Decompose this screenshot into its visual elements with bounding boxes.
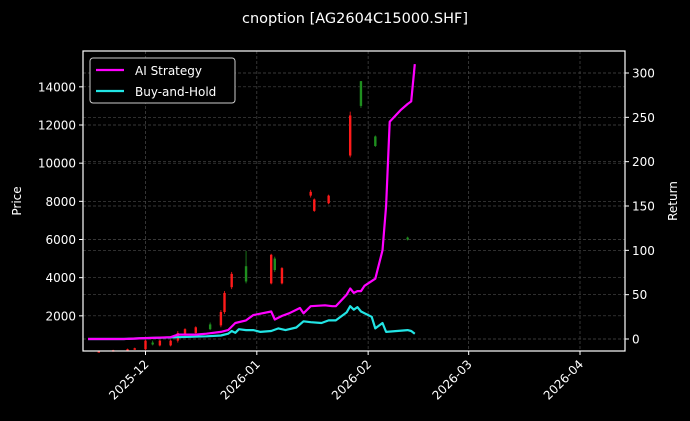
y-tick-label-right: 300 bbox=[632, 67, 655, 81]
y-tick-label-left: 6000 bbox=[45, 233, 76, 247]
candle bbox=[230, 273, 233, 288]
candle bbox=[273, 258, 276, 271]
candle bbox=[348, 115, 352, 156]
candle bbox=[309, 191, 312, 196]
x-tick-label: 2026-03 bbox=[429, 357, 474, 402]
x-tick-label: 2026-04 bbox=[541, 357, 586, 402]
y-tick-label-left: 12000 bbox=[38, 119, 76, 133]
y-tick-label-right: 250 bbox=[632, 111, 655, 125]
candle bbox=[97, 351, 101, 353]
y-axis-right-label: Return bbox=[666, 181, 680, 221]
y-tick-label-right: 0 bbox=[632, 333, 640, 347]
y-tick-label-right: 100 bbox=[632, 244, 655, 258]
candle bbox=[406, 237, 409, 240]
y-tick-label-right: 50 bbox=[632, 288, 647, 302]
chart-title: cnoption [AG2604C15000.SHF] bbox=[242, 11, 468, 27]
legend-label-ai-strategy: AI Strategy bbox=[135, 64, 202, 78]
x-tick-label: 2026-01 bbox=[218, 357, 263, 402]
candle bbox=[194, 327, 197, 334]
y-tick-label-left: 14000 bbox=[38, 80, 76, 94]
candle bbox=[169, 340, 172, 346]
y-tick-label-left: 8000 bbox=[45, 195, 76, 209]
series-ai-strategy bbox=[88, 63, 416, 341]
candle bbox=[223, 292, 226, 313]
y-tick-label-left: 2000 bbox=[45, 309, 76, 323]
y-tick-label-left: 10000 bbox=[38, 157, 76, 171]
y-tick-label-right: 150 bbox=[632, 200, 655, 214]
y-axis-right: 0 50 100 150 200 250 300 bbox=[625, 67, 655, 347]
candle bbox=[126, 349, 129, 351]
legend-label-buy-and-hold: Buy-and-Hold bbox=[135, 85, 216, 99]
x-tick-label: 2026-02 bbox=[329, 357, 374, 402]
y-axis-left: 2000 4000 6000 8000 10000 12000 14000 bbox=[38, 80, 83, 323]
candle bbox=[269, 254, 273, 284]
candle bbox=[359, 81, 363, 106]
legend: AI Strategy Buy-and-Hold bbox=[89, 57, 236, 104]
candle bbox=[144, 340, 147, 350]
candle bbox=[327, 195, 330, 204]
series-buy-and-hold bbox=[88, 305, 416, 341]
candle bbox=[183, 329, 187, 335]
candle bbox=[374, 136, 377, 146]
y-tick-label-right: 200 bbox=[632, 155, 655, 169]
legend-box bbox=[89, 57, 236, 104]
candle bbox=[219, 312, 223, 326]
x-tick-label: 2025-12 bbox=[106, 357, 151, 402]
y-tick-label-left: 4000 bbox=[45, 271, 76, 285]
candle bbox=[158, 340, 162, 346]
candle bbox=[244, 266, 248, 282]
candle bbox=[313, 199, 316, 211]
x-axis: 2025-12 2026-01 2026-02 2026-03 2026-04 bbox=[106, 351, 586, 403]
candle bbox=[133, 348, 136, 350]
candle bbox=[280, 268, 284, 284]
series-lines bbox=[88, 63, 416, 341]
candle bbox=[151, 342, 154, 345]
candlesticks bbox=[97, 81, 409, 353]
candle bbox=[208, 324, 212, 330]
y-axis-left-label: Price bbox=[10, 186, 24, 215]
